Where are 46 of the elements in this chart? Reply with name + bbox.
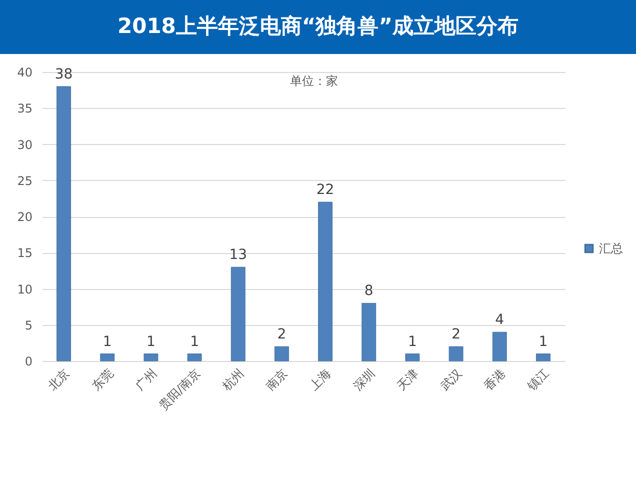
x-tick-label: 深圳 xyxy=(350,366,378,393)
bar xyxy=(492,332,507,362)
data-label: 1 xyxy=(146,334,156,350)
y-tick-label: 20 xyxy=(17,210,32,224)
data-label: 38 xyxy=(54,66,73,82)
x-tick-label: 南京 xyxy=(263,366,290,393)
bar xyxy=(144,354,158,362)
data-label: 2 xyxy=(452,326,461,343)
y-tick-label: 5 xyxy=(24,318,32,332)
legend-label: 汇总 xyxy=(599,242,623,256)
data-label: 1 xyxy=(102,334,112,350)
x-tick-label: 上海 xyxy=(306,366,334,393)
y-tick-label: 15 xyxy=(17,246,32,260)
data-label: 13 xyxy=(229,247,248,264)
bar xyxy=(274,346,289,362)
x-tick-label: 镇江 xyxy=(524,366,552,394)
data-label: 8 xyxy=(364,283,374,300)
data-label: 1 xyxy=(408,334,417,350)
data-label: 22 xyxy=(316,182,334,198)
bar xyxy=(405,354,420,362)
x-tick-label: 香港 xyxy=(481,366,508,393)
data-label: 1 xyxy=(190,334,200,350)
data-label: 2 xyxy=(277,326,286,343)
x-tick-label: 东莞 xyxy=(88,366,116,393)
bar xyxy=(448,346,464,362)
y-tick-label: 30 xyxy=(17,138,32,152)
bar xyxy=(187,354,202,362)
bar xyxy=(230,266,246,362)
y-tick-label: 40 xyxy=(17,66,32,80)
chart-title: 2018上半年泛电商“独角兽”成立地区分布 xyxy=(117,14,519,38)
y-tick-label: 0 xyxy=(24,354,32,368)
bar xyxy=(536,354,550,362)
y-tick-label: 35 xyxy=(17,102,32,116)
data-label: 1 xyxy=(538,334,548,350)
x-tick-label: 北京 xyxy=(45,366,72,393)
bar xyxy=(56,86,72,362)
x-tick-label: 杭州 xyxy=(219,366,247,394)
bar xyxy=(100,354,115,362)
y-tick-label: 25 xyxy=(17,174,32,188)
x-tick-label: 天津 xyxy=(394,366,421,393)
bar xyxy=(318,202,333,362)
data-label: 4 xyxy=(495,312,504,328)
annotation: 单位：家 xyxy=(290,74,338,88)
bar xyxy=(362,302,376,362)
x-tick-label: 武汉 xyxy=(438,366,465,393)
y-tick-label: 10 xyxy=(17,282,32,296)
